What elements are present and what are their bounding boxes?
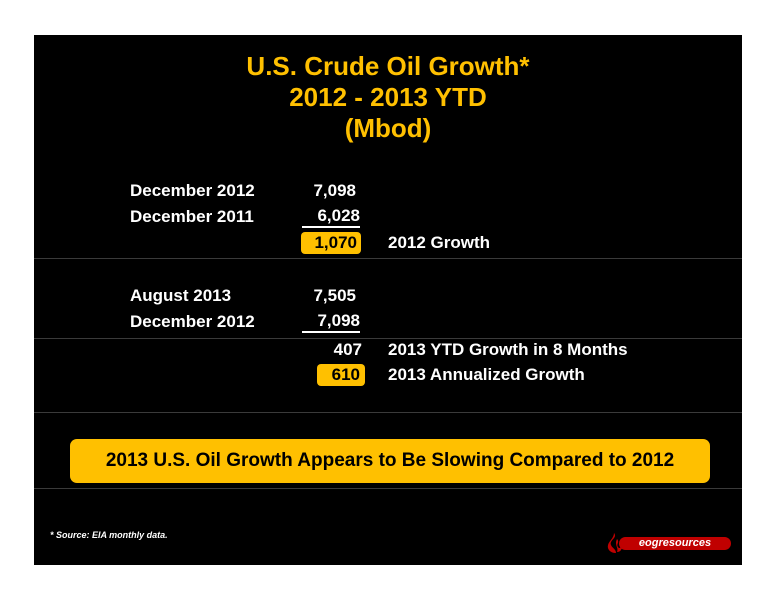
- ytd-growth-description: 2013 YTD Growth in 8 Months: [388, 340, 628, 359]
- annualized-growth-highlight: [317, 364, 365, 386]
- growth-2012-description: 2012 Growth: [388, 233, 491, 252]
- row-label-dec-2011: December 2011: [130, 207, 254, 226]
- ytd-growth-value: 407: [333, 340, 362, 359]
- slide-title: U.S. Crude Oil Growth* 2012 - 2013 YTD (…: [34, 51, 742, 144]
- annualized-growth-description: 2013 Annualized Growth: [388, 365, 585, 384]
- growth-2012-value: 1,070: [314, 233, 357, 252]
- company-logo: eogresources: [605, 532, 733, 554]
- growth-2012-highlight: [301, 232, 361, 254]
- annualized-growth-value: 610: [331, 365, 360, 384]
- divider-4: [34, 488, 742, 489]
- row-value-dec-2012: 7,098: [313, 181, 356, 200]
- row-label-dec-2012: December 2012: [130, 181, 255, 200]
- row-label-aug-2013: August 2013: [130, 286, 232, 305]
- row-value-aug-2013: 7,505: [313, 286, 356, 305]
- title-line-1: U.S. Crude Oil Growth*: [246, 51, 530, 81]
- title-line-2: 2012 - 2013 YTD: [289, 82, 487, 112]
- slide: U.S. Crude Oil Growth* 2012 - 2013 YTD (…: [34, 35, 742, 565]
- conclusion-banner: 2013 U.S. Oil Growth Appears to Be Slowi…: [70, 439, 710, 483]
- source-footnote: * Source: EIA monthly data.: [50, 530, 168, 540]
- flame-icon: [607, 533, 622, 553]
- row-label-dec-2012-b: December 2012: [130, 312, 255, 331]
- row-value-dec-2011: 6,028: [302, 207, 360, 228]
- logo-wordmark: eogresources: [619, 537, 731, 550]
- divider-1: [34, 258, 742, 259]
- title-line-3: (Mbod): [344, 113, 432, 143]
- row-value-dec-2012-b: 7,098: [302, 312, 360, 333]
- divider-3: [34, 412, 742, 413]
- divider-2: [34, 338, 742, 339]
